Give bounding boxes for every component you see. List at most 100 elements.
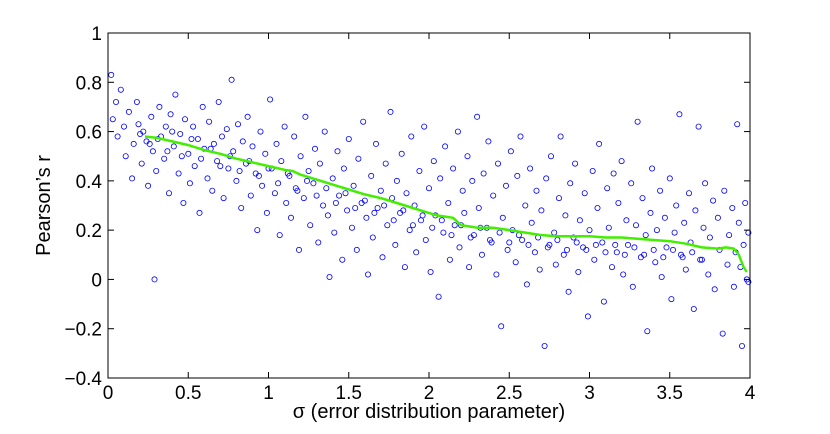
scatter-point xyxy=(170,143,177,150)
trend-line xyxy=(144,135,748,273)
scatter-point xyxy=(506,239,513,246)
scatter-point xyxy=(334,148,341,155)
scatter-point xyxy=(262,150,269,157)
scatter-point xyxy=(156,103,163,110)
scatter-point xyxy=(425,185,432,192)
scatter-point xyxy=(167,111,174,118)
scatter-point xyxy=(475,204,482,211)
scatter-point xyxy=(303,177,310,184)
scatter-point xyxy=(137,130,144,137)
scatter-point xyxy=(181,116,188,123)
scatter-point xyxy=(350,182,357,189)
scatter-point xyxy=(259,182,266,189)
scatter-point xyxy=(686,190,693,197)
scatter-point xyxy=(275,180,282,187)
scatter-point xyxy=(236,167,243,174)
scatter-point xyxy=(175,170,182,177)
scatter-point xyxy=(361,197,368,204)
scatter-point xyxy=(562,212,569,219)
scatter-point xyxy=(519,236,526,243)
scatter-point xyxy=(486,236,493,243)
scatter-point xyxy=(739,342,746,349)
x-tick-label: 3 xyxy=(584,383,595,404)
scatter-point xyxy=(485,138,492,145)
y-tick-label: −0.2 xyxy=(64,320,102,341)
scatter-point xyxy=(661,214,668,221)
scatter-point xyxy=(185,150,192,157)
scatter-point xyxy=(572,160,579,167)
scatter-point xyxy=(384,222,391,229)
scatter-point xyxy=(494,160,501,167)
scatter-point xyxy=(209,187,216,194)
scatter-point xyxy=(517,133,524,140)
tick-labels: 0 0.5 1 1.5 2 2.5 3 3.5 4 −0.4 −0.2 0 0.2 0.4 0.6 0.8 1 xyxy=(64,24,755,404)
scatter-point xyxy=(429,224,436,231)
scatter-point xyxy=(673,202,680,209)
scatter-point xyxy=(257,128,264,135)
scatter-point xyxy=(650,246,657,253)
x-tick-label: 0.5 xyxy=(175,383,201,404)
scatter-point xyxy=(422,236,429,243)
scatter-point xyxy=(639,195,646,202)
scatter-point xyxy=(206,118,213,125)
scatter-point xyxy=(408,133,415,140)
y-tick-label: 0 xyxy=(91,270,102,291)
x-tick-label: 0 xyxy=(103,383,114,404)
scatter-point xyxy=(225,165,232,172)
scatter-point xyxy=(238,204,245,211)
scatter-point xyxy=(255,172,262,179)
scatter-point xyxy=(702,180,709,187)
scatter-point xyxy=(721,187,728,194)
scatter-point xyxy=(438,217,445,224)
scatter-point xyxy=(448,232,455,239)
scatter-point xyxy=(586,227,593,234)
scatter-point xyxy=(287,214,294,221)
scatter-point xyxy=(125,108,132,115)
scatter-point xyxy=(543,175,550,182)
scatter-point xyxy=(372,140,379,147)
scatter-point xyxy=(498,323,505,330)
scatter-point xyxy=(281,123,288,130)
scatter-point xyxy=(652,259,659,266)
scatter-point xyxy=(169,128,176,135)
scatter-point xyxy=(504,246,511,253)
scatter-point xyxy=(490,192,497,199)
scatter-point xyxy=(180,199,187,206)
scatter-point xyxy=(692,207,699,214)
scatter-point xyxy=(307,222,314,229)
scatter-point xyxy=(710,197,717,204)
scatter-point xyxy=(339,256,346,263)
scatter-point xyxy=(149,148,156,155)
scatter-point xyxy=(283,199,290,206)
scatter-point xyxy=(515,232,522,239)
scatter-point xyxy=(599,239,606,246)
scatter-point xyxy=(446,256,453,263)
scatter-point xyxy=(620,271,627,278)
scatter-point xyxy=(336,192,343,199)
scatter-point xyxy=(223,126,230,133)
scatter-point xyxy=(228,76,235,83)
scatter-point xyxy=(186,180,193,187)
scatter-point xyxy=(416,167,423,174)
scatter-point xyxy=(697,256,704,263)
axes xyxy=(107,32,751,379)
scatter-point xyxy=(273,140,280,147)
scatter-point xyxy=(215,99,222,106)
scatter-point xyxy=(548,153,555,160)
scatter-point xyxy=(392,241,399,248)
scatter-point xyxy=(679,254,686,261)
scatter-point xyxy=(594,204,601,211)
scatter-point xyxy=(525,241,532,248)
scatter-point xyxy=(623,217,630,224)
y-tick-label: 0.8 xyxy=(76,73,102,94)
scatter-point xyxy=(615,199,622,206)
x-tick-label: 2 xyxy=(424,383,435,404)
scatter-point xyxy=(278,158,285,165)
scatter-point xyxy=(469,177,476,184)
scatter-point xyxy=(633,222,640,229)
scatter-point xyxy=(409,222,416,229)
scatter-point xyxy=(135,121,142,128)
scatter-point xyxy=(724,261,731,268)
plot-frame xyxy=(107,32,751,379)
scatter-point xyxy=(560,251,567,258)
